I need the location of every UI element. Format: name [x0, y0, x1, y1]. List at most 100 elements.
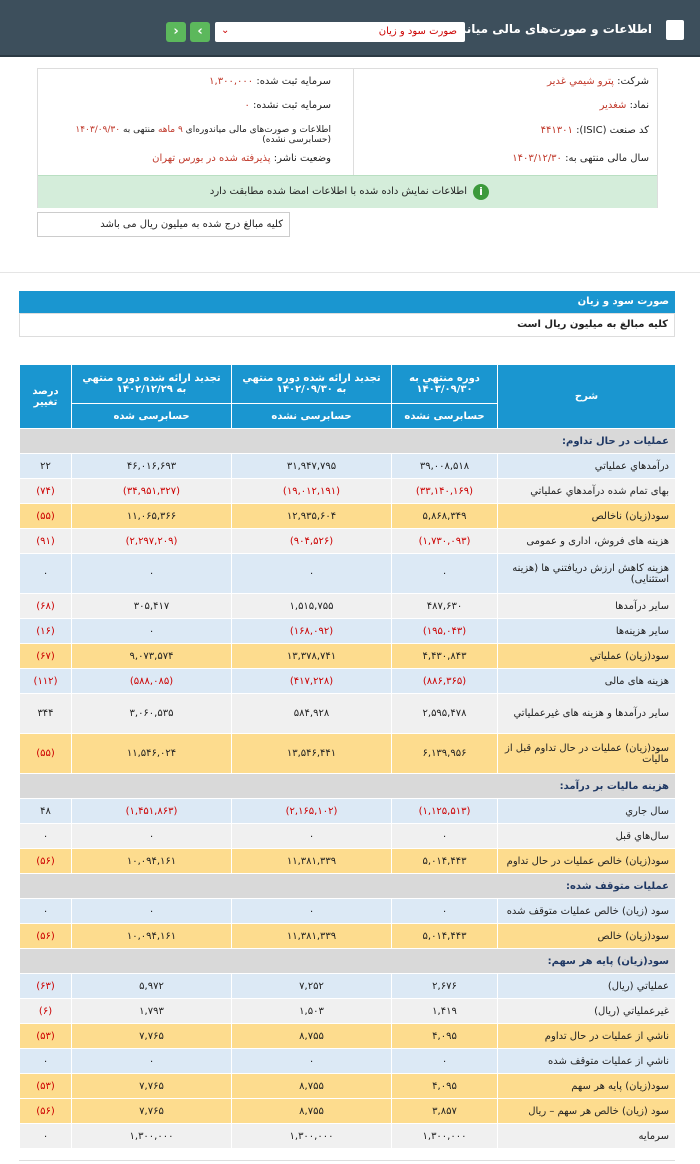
row-label: سایر هزینه‌ها — [497, 618, 676, 644]
cell-value: ۳۴۴ — [19, 693, 72, 734]
data-row: درآمدهاي عملياتي ۳۹,۰۰۸,۵۱۸ ۳۱,۹۴۷,۷۹۵ ۴۶,۰… — [19, 453, 676, 479]
cell-value: ۰ — [19, 823, 72, 849]
data-row: غيرعملياتي (ريال) ۱,۴۱۹ ۱,۵۰۳ ۱,۷۹۳ (۶) — [19, 998, 676, 1024]
cell-value: (۳۳,۱۴۰,۱۶۹) — [391, 478, 498, 504]
data-row: ناشي از عمليات متوقف شده ۰ ۰ ۰ ۰ — [19, 1048, 676, 1074]
cell-value: (۱,۷۳۰,۰۹۳) — [391, 528, 498, 554]
cell-value: ۰ — [71, 618, 232, 644]
cell-value: ۷,۲۵۲ — [231, 973, 392, 999]
label: سرمایه ثبت نشده: — [253, 100, 331, 111]
label: وضعیت ناشر: — [273, 153, 331, 164]
cell-value: ۰ — [391, 1048, 498, 1074]
cell-value: (۱۶۸,۰۹۲) — [231, 618, 392, 644]
column-subheader: حسابرسی نشده — [231, 403, 392, 429]
cell-value: ۱۱,۵۴۶,۰۲۴ — [71, 733, 232, 774]
cell-value: (۶۳) — [19, 973, 72, 999]
cell-value: ۳۹,۰۰۸,۵۱۸ — [391, 453, 498, 479]
cell-value: ۱,۵۱۵,۷۵۵ — [231, 593, 392, 619]
cell-value: ۳,۰۶۰,۵۳۵ — [71, 693, 232, 734]
text: (حسابرسی نشده) — [262, 135, 331, 145]
header-row: شرح دوره منتهي به ۱۴۰۳/۰۹/۳۰ تجدید ارائه ش… — [19, 364, 676, 429]
cell-value: ۰ — [19, 1048, 72, 1074]
next-button[interactable]: › — [190, 22, 210, 42]
row-label: ناشي از عمليات در حال تداوم — [497, 1023, 676, 1049]
data-row: عملياتي (ريال) ۲,۶۷۶ ۷,۲۵۲ ۵,۹۷۲ (۶۳) — [19, 973, 676, 999]
row-label: ساير درآمدها و هزينه هاى غيرعملياتي — [497, 693, 676, 734]
cell-value: ۱,۳۰۰,۰۰۰ — [231, 1123, 392, 1149]
statement-subtitle: کلیه مبالغ به میلیون ریال است — [517, 319, 668, 330]
symbol-row: نماد: شغدیر — [600, 100, 649, 111]
footer-line — [19, 1160, 675, 1161]
text: منتهی به — [122, 125, 156, 135]
divider — [353, 69, 354, 176]
cell-value: ۳۰۵,۴۱۷ — [71, 593, 232, 619]
cell-value: ۳۱,۹۴۷,۷۹۵ — [231, 453, 392, 479]
info-icon: i — [473, 184, 489, 200]
capital-row: سرمایه ثبت شده: ۱,۳۰۰,۰۰۰ — [209, 76, 331, 87]
row-label: سرمايه — [497, 1123, 676, 1149]
status-row: وضعیت ناشر: پذیرفته شده در بورس تهران — [152, 153, 331, 164]
column-header: تجدید ارائه شده دوره منتهي به ۱۴۰۲/۱۲/۲۹ — [71, 364, 232, 404]
value: پترو شیمي غدیر — [547, 76, 614, 87]
row-label: سود (زيان) خالص هر سهم – ريال — [497, 1098, 676, 1124]
cell-value: ۴۶,۰۱۶,۶۹۳ — [71, 453, 232, 479]
prev-button[interactable]: ‹ — [166, 22, 186, 42]
cell-value: (۱۹,۰۱۲,۱۹۱) — [231, 478, 392, 504]
section-label: عملیات در حال تداوم: — [19, 428, 676, 454]
cell-value: ۹,۰۷۳,۵۷۴ — [71, 643, 232, 669]
cell-value: ۲,۵۹۵,۴۷۸ — [391, 693, 498, 734]
separator — [0, 272, 700, 273]
data-row: سود(زيان) خالص ۵,۰۱۴,۴۴۳ ۱۱,۳۸۱,۳۳۹ ۱۰,۰۹۴,… — [19, 923, 676, 949]
cell-value: ۲,۶۷۶ — [391, 973, 498, 999]
cell-value: ۲۲ — [19, 453, 72, 479]
cell-value: ۱۳,۳۷۸,۷۴۱ — [231, 643, 392, 669]
cell-value: ۰ — [231, 1048, 392, 1074]
cell-value: (۳۴,۹۵۱,۳۲۷) — [71, 478, 232, 504]
isic-row: کد صنعت (ISIC): ۴۴۱۳۰۱ — [541, 125, 649, 136]
data-row: سود(زيان) خالص عمليات در حال تداوم ۵,۰۱۴,… — [19, 848, 676, 874]
section-label: هزينه ماليات بر درآمد: — [19, 773, 676, 799]
cell-value: ۱,۳۰۰,۰۰۰ — [391, 1123, 498, 1149]
cell-value: ۷,۷۶۵ — [71, 1073, 232, 1099]
cell-value: (۶۷) — [19, 643, 72, 669]
statement-subtitle-row: کلیه مبالغ به میلیون ریال است — [19, 313, 675, 337]
label: سال مالی منتهی به: — [565, 153, 649, 164]
cell-value: ۰ — [19, 898, 72, 924]
data-row: ساير درآمدها ۴۸۷,۶۳۰ ۱,۵۱۵,۷۵۵ ۳۰۵,۴۱۷ (۶۸) — [19, 593, 676, 619]
column-subheader: حسابرسی شده — [71, 403, 232, 429]
report-select[interactable]: صورت سود و زیان ⌄ — [215, 22, 465, 42]
cell-value: ۶,۱۳۹,۹۵۶ — [391, 733, 498, 774]
cell-value: ۰ — [391, 898, 498, 924]
row-label: ناشي از عمليات متوقف شده — [497, 1048, 676, 1074]
value: پذیرفته شده در بورس تهران — [152, 153, 271, 164]
row-label: غيرعملياتي (ريال) — [497, 998, 676, 1024]
cell-value: (۶) — [19, 998, 72, 1024]
cell-value: ۵,۹۷۲ — [71, 973, 232, 999]
cell-value: ۴۸ — [19, 798, 72, 824]
row-label: سود(زيان) عمليات در حال تداوم قبل از مال… — [497, 733, 676, 774]
cell-value: (۲,۲۹۷,۲۰۹) — [71, 528, 232, 554]
row-label: هزينه هاى فروش، ادارى و عمومى — [497, 528, 676, 554]
column-header: دوره منتهي به ۱۴۰۳/۰۹/۳۰ — [391, 364, 498, 404]
column-subheader: حسابرسی نشده — [391, 403, 498, 429]
cell-value: (۱۱۲) — [19, 668, 72, 694]
cell-value: ۸,۷۵۵ — [231, 1073, 392, 1099]
cell-value: ۱۱,۳۸۱,۳۳۹ — [231, 923, 392, 949]
data-row: سود (زيان) خالص عمليات متوقف شده ۰ ۰ ۰ ۰ — [19, 898, 676, 924]
data-row: سال‌هاي قبل ۰ ۰ ۰ ۰ — [19, 823, 676, 849]
value: ۱,۳۰۰,۰۰۰ — [209, 76, 254, 87]
table-head: شرح دوره منتهي به ۱۴۰۳/۰۹/۳۰ تجدید ارائه ش… — [19, 364, 676, 429]
cell-value: (۹۰۴,۵۲۶) — [231, 528, 392, 554]
row-label: بهاى تمام شده درآمدهاي عملياتي — [497, 478, 676, 504]
section-label: سود(زيان) پايه هر سهم: — [19, 948, 676, 974]
page-title: اطلاعات و صورت‌های مالی میاندوره‌ای — [423, 22, 652, 36]
row-label: سال جاري — [497, 798, 676, 824]
note-box: کلیه مبالغ درج شده به میلیون ریال می باش… — [37, 212, 290, 237]
statement-title: صورت سود و زیان — [577, 296, 669, 307]
cell-value: ۰ — [19, 553, 72, 594]
cell-value: ۴۸۷,۶۳۰ — [391, 593, 498, 619]
data-row: سود(زيان) پايه هر سهم ۴,۰۹۵ ۸,۷۵۵ ۷,۷۶۵ (۵۳) — [19, 1073, 676, 1099]
alert-text: اطلاعات نمایش داده شده با اطلاعات امضا ش… — [209, 186, 467, 197]
cell-value: (۵۵) — [19, 733, 72, 774]
